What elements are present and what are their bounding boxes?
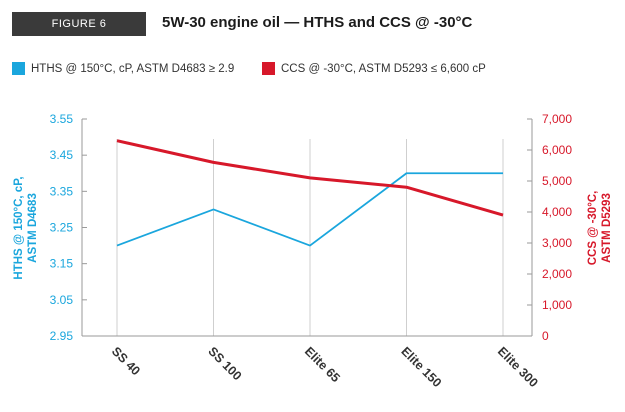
x-tick-label: SS 100 xyxy=(205,344,244,383)
legend-swatch-hths xyxy=(12,62,25,75)
legend-label-ccs: CCS @ -30°C, ASTM D5293 ≤ 6,600 cP xyxy=(281,62,486,75)
right-tick-label: 2,000 xyxy=(542,267,572,281)
left-axis-label: HTHS @ 150°C, cP, ASTM D4683 xyxy=(13,176,39,279)
right-tick-label: 5,000 xyxy=(542,174,572,188)
left-tick-label: 3.55 xyxy=(50,112,74,126)
figure-tag: FIGURE 6 xyxy=(12,12,146,36)
right-tick-label: 0 xyxy=(542,329,549,343)
x-tick-label: Elite 65 xyxy=(302,344,343,385)
left-tick-label: 2.95 xyxy=(50,329,74,343)
x-tick-label: Elite 150 xyxy=(398,344,444,390)
left-tick-label: 3.25 xyxy=(50,221,74,235)
chart-title: 5W-30 engine oil — HTHS and CCS @ -30°C xyxy=(162,14,473,31)
left-tick-label: 3.05 xyxy=(50,293,74,307)
legend-swatch-ccs xyxy=(262,62,275,75)
legend-item-ccs: CCS @ -30°C, ASTM D5293 ≤ 6,600 cP xyxy=(262,62,486,75)
right-tick-label: 1,000 xyxy=(542,298,572,312)
left-tick-label: 3.15 xyxy=(50,257,74,271)
right-axis-label: CCS @ -30°C, ASTM D5293 xyxy=(587,191,613,266)
legend-item-hths: HTHS @ 150°C, cP, ASTM D4683 ≥ 2.9 xyxy=(12,62,234,75)
right-tick-label: 6,000 xyxy=(542,143,572,157)
series-line-ccs xyxy=(116,139,504,217)
right-tick-label: 3,000 xyxy=(542,236,572,250)
right-tick-label: 4,000 xyxy=(542,205,572,219)
x-tick-label: SS 40 xyxy=(109,344,143,378)
left-tick-label: 3.45 xyxy=(50,148,74,162)
left-tick-label: 3.35 xyxy=(50,184,74,198)
right-tick-label: 7,000 xyxy=(542,112,572,126)
series-line-hths xyxy=(116,172,503,247)
x-tick-label: Elite 300 xyxy=(495,344,541,390)
legend-label-hths: HTHS @ 150°C, cP, ASTM D4683 ≥ 2.9 xyxy=(31,62,235,75)
